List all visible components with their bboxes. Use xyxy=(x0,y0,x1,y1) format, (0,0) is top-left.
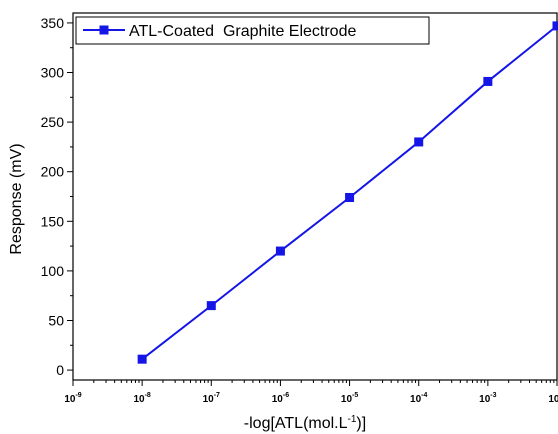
data-point-marker xyxy=(414,137,424,147)
series-layer xyxy=(137,21,558,364)
legend-box xyxy=(75,16,430,45)
data-point-marker xyxy=(275,246,285,256)
x-tick-label: 10-5 xyxy=(341,392,358,405)
plot-border xyxy=(72,12,558,381)
y-axis-title: Response (mV) xyxy=(8,143,25,254)
y-tick-label: 150 xyxy=(41,213,65,229)
legend-marker-sample xyxy=(99,25,109,35)
y-tick-label: 100 xyxy=(41,263,65,279)
x-tick-label: 10-9 xyxy=(64,392,81,405)
y-tick-label: 350 xyxy=(41,15,65,31)
x-tick-label: 10-2 xyxy=(548,392,558,405)
y-tick-label: 200 xyxy=(41,164,65,180)
legend: ATL-Coated Graphite Electrode xyxy=(75,16,430,45)
x-axis-title: -log[ATL(mol.L-1)] xyxy=(244,414,366,432)
x-tick-label: 10-8 xyxy=(133,392,150,405)
y-axis: 0 50 100 150 200 250 300 350 xyxy=(41,15,73,378)
data-point-marker xyxy=(345,192,355,202)
data-point-marker xyxy=(137,354,147,364)
data-point-marker xyxy=(552,21,558,31)
data-point-marker xyxy=(206,301,216,311)
y-tick-label: 50 xyxy=(48,312,64,328)
y-tick-label: 0 xyxy=(56,362,64,378)
legend-label: ATL-Coated Graphite Electrode xyxy=(129,23,356,40)
x-tick-label: 10-3 xyxy=(479,392,496,405)
x-tick-label: 10-4 xyxy=(410,392,427,405)
x-tick-label: 10-6 xyxy=(272,392,289,405)
x-tick-label: 10-7 xyxy=(203,392,220,405)
plot-frame xyxy=(72,12,558,381)
y-tick-label: 250 xyxy=(41,114,65,130)
x-axis: 10-9 10-8 10-7 10-6 10-5 10-4 10-3 10-2 xyxy=(64,380,558,405)
series-line xyxy=(141,25,558,360)
data-point-marker xyxy=(483,76,493,86)
y-tick-label: 300 xyxy=(41,65,65,81)
